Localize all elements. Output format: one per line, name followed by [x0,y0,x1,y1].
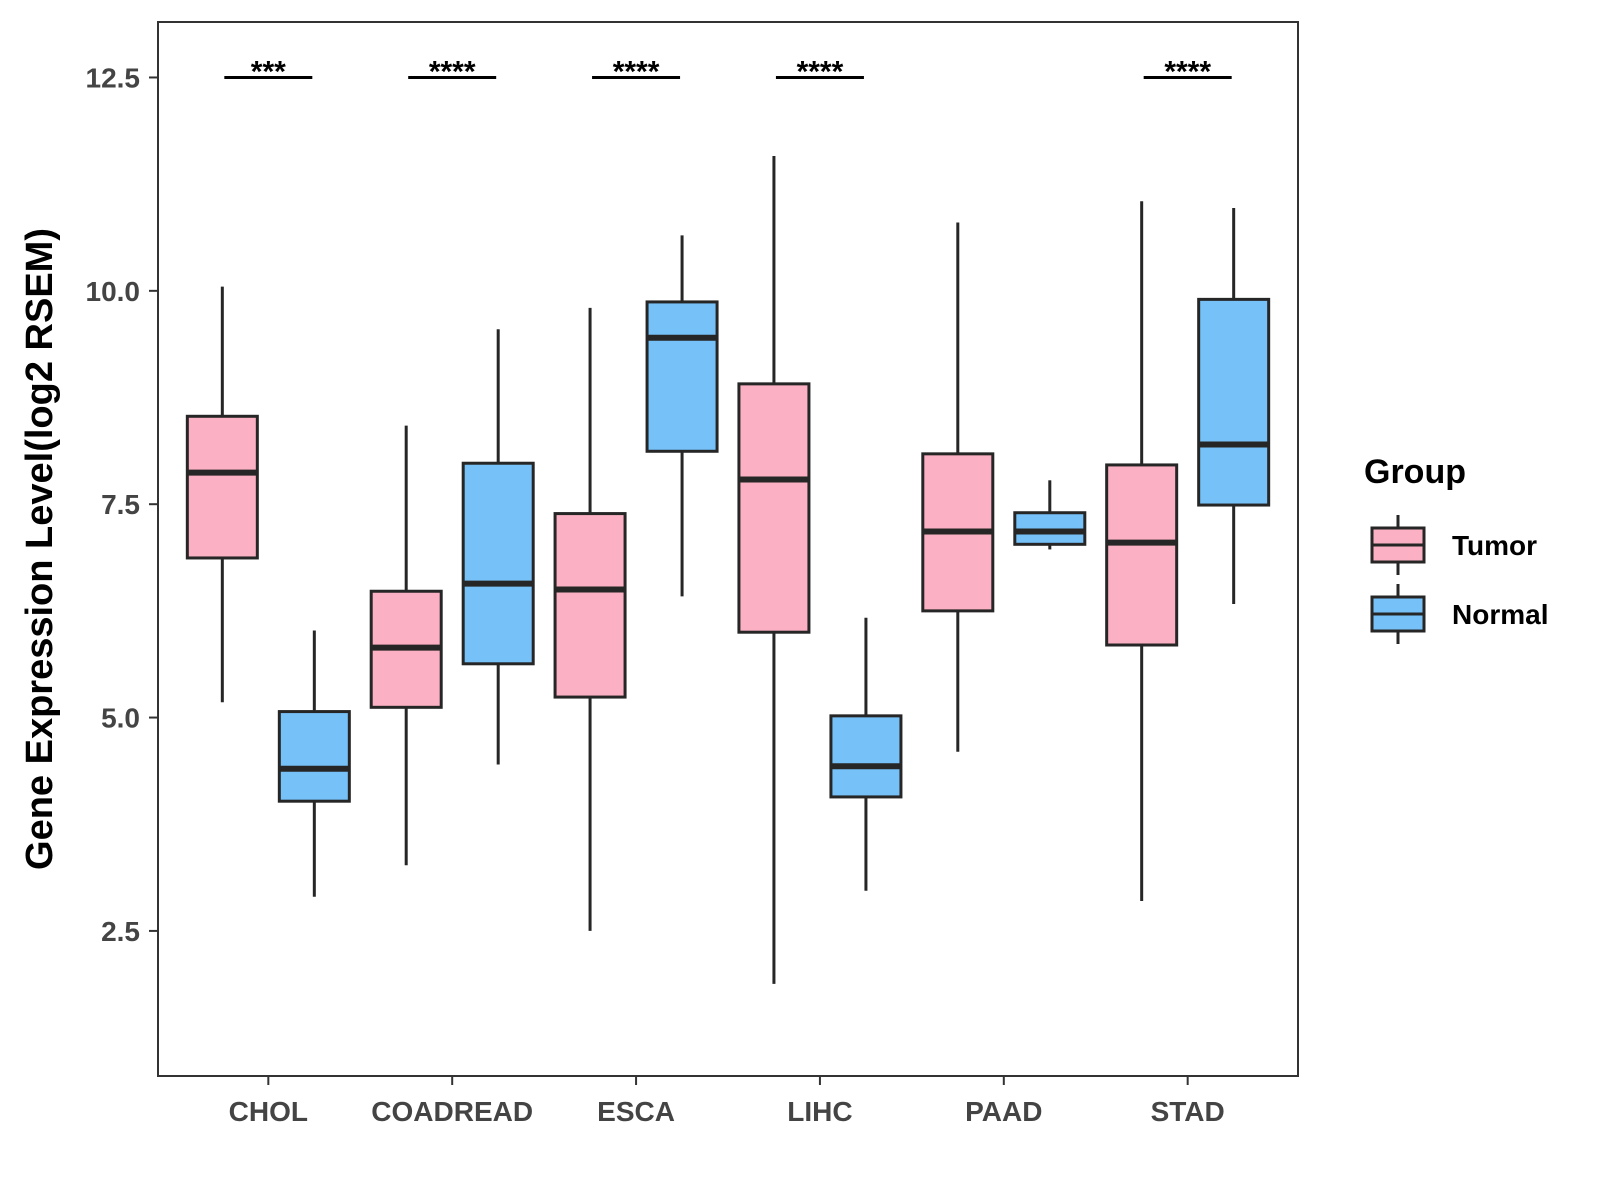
box-iqr [277,710,351,803]
legend-label: Tumor [1452,530,1537,561]
plot-panel-border [157,21,1299,1077]
x-tick-label: PAAD [965,1096,1042,1127]
box-tumor-paad [921,222,995,752]
box-iqr [829,714,903,799]
y-tick-label: 10.0 [86,276,141,307]
significance-annotations: *** **** **** **** **** [224,55,1232,88]
box-iqr [553,512,627,699]
box-iqr [1105,463,1179,647]
box-iqr [737,382,811,634]
box-tumor-coadread [369,425,443,866]
box-tumor-chol [185,286,259,703]
significance-label: **** [797,55,844,88]
y-tick-label: 5.0 [101,703,140,734]
box-iqr [185,414,259,560]
legend-title: Group [1364,453,1466,491]
box-tumor-lihc [737,155,811,984]
significance-label: **** [429,55,476,88]
legend-item-normal: Normal [1370,584,1548,644]
significance-label: **** [1164,55,1211,88]
box-normal-lihc [829,617,903,891]
box-tumor-stad [1105,201,1179,902]
box-series [185,155,1271,984]
x-tick-label: ESCA [597,1096,675,1127]
legend: Group Tumor Normal [1364,453,1548,644]
x-tick-label: LIHC [787,1096,852,1127]
box-tumor-esca [553,307,627,931]
box-iqr [461,461,535,666]
x-tick-label: COADREAD [371,1096,533,1127]
y-axis: 2.5 5.0 7.5 10.0 12.5 [86,62,158,947]
significance-label: *** [251,55,286,88]
y-axis-label: Gene Expression Level(log2 RSEM) [19,228,61,870]
box-normal-stad [1197,208,1271,605]
box-normal-paad [1013,480,1087,550]
x-axis: CHOL COADREAD ESCA LIHC PAAD STAD [229,1076,1225,1127]
y-tick-label: 2.5 [101,916,140,947]
box-normal-coadread [461,329,535,765]
box-iqr [645,300,719,453]
x-tick-label: CHOL [229,1096,308,1127]
box-normal-chol [277,630,351,897]
legend-item-tumor: Tumor [1370,515,1537,575]
y-tick-label: 12.5 [86,62,141,93]
significance-label: **** [613,55,660,88]
legend-label: Normal [1452,599,1548,630]
y-tick-label: 7.5 [101,489,140,520]
box-normal-esca [645,235,719,597]
box-iqr [1197,297,1271,507]
x-tick-label: STAD [1151,1096,1225,1127]
